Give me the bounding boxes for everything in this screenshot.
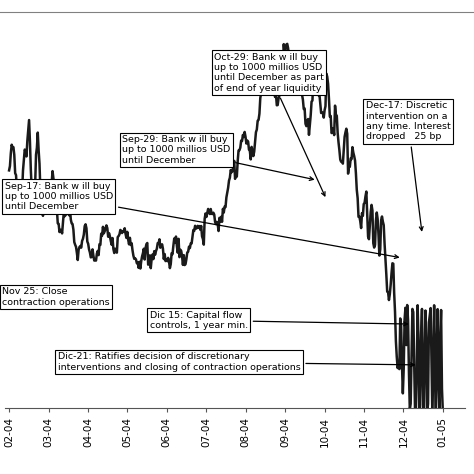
Text: Dic-21: Ratifies decision of discretionary
interventions and closing of contract: Dic-21: Ratifies decision of discretiona… [58,352,414,372]
Text: Oct-29: Bank w ill buy
up to 1000 millios USD
until December as part
of end of y: Oct-29: Bank w ill buy up to 1000 millio… [214,53,325,196]
Text: Sep-17: Bank w ill buy
up to 1000 millios USD
until December: Sep-17: Bank w ill buy up to 1000 millio… [5,182,398,258]
Text: Nov 25: Close
contraction operations: Nov 25: Close contraction operations [2,287,110,307]
Text: Dec-17: Discretic
intervention on a
any time. Interest
dropped   25 bp: Dec-17: Discretic intervention on a any … [365,101,450,230]
Text: Sep-29: Bank w ill buy
up to 1000 millios USD
until December: Sep-29: Bank w ill buy up to 1000 millio… [122,135,313,181]
Text: Dic 15: Capital flow
controls, 1 year min.: Dic 15: Capital flow controls, 1 year mi… [150,310,408,330]
